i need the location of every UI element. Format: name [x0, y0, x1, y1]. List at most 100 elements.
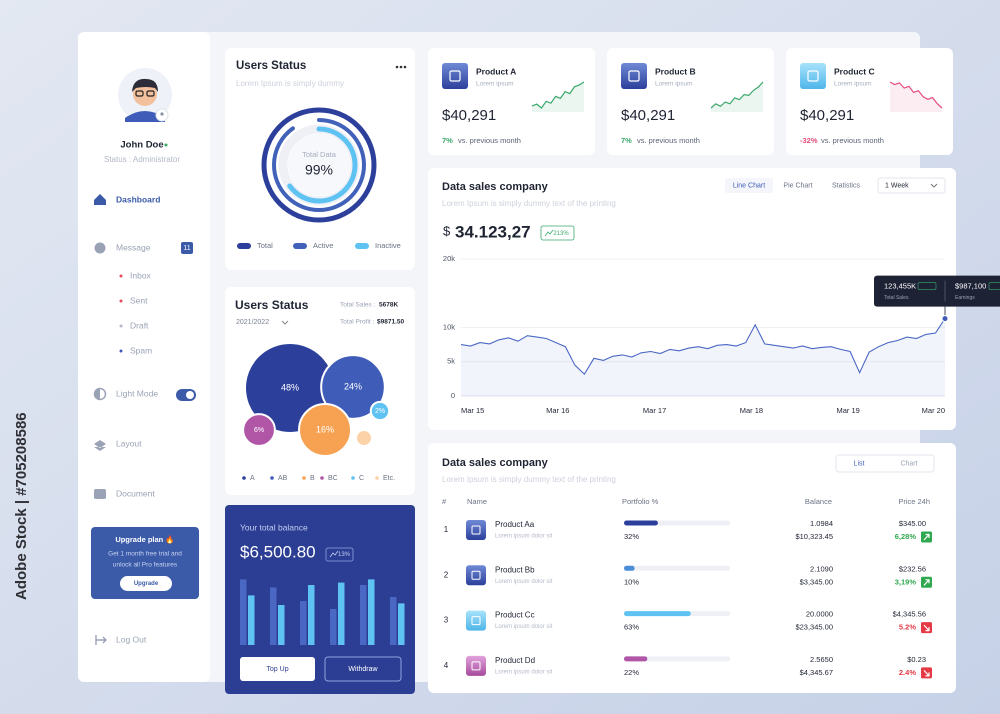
- balance-bar: [300, 601, 307, 645]
- price: $345.00: [899, 519, 926, 528]
- rank: 1: [444, 525, 449, 534]
- y-tick-label: 20k: [443, 254, 455, 263]
- balance-bar: [240, 579, 247, 645]
- product-subtitle: Lorem ipsum: [655, 81, 693, 88]
- balance-bar: [368, 579, 375, 645]
- product-card: [607, 48, 774, 155]
- menu-bullet: [119, 274, 123, 278]
- row-icon-glyph: [471, 570, 481, 580]
- tooltip-chip: [917, 282, 937, 290]
- menu-item[interactable]: Sent: [130, 295, 148, 305]
- withdraw-button[interactable]: [324, 656, 402, 682]
- trend-icon: [544, 229, 554, 237]
- menu-item[interactable]: Dashboard: [116, 194, 160, 204]
- bubble-label: 48%: [281, 382, 299, 392]
- legend-label: C: [359, 475, 364, 482]
- menu-item[interactable]: Message: [116, 242, 151, 252]
- avatar: [118, 68, 172, 122]
- menu-item[interactable]: Document: [116, 488, 155, 498]
- legend-dot: [242, 476, 246, 480]
- row-name: Product Dd: [495, 656, 535, 665]
- ring-arc: [261, 107, 377, 223]
- menu-item[interactable]: Log Out: [116, 634, 147, 644]
- ring-inner-bg: [288, 134, 350, 196]
- legend-dot: [270, 476, 274, 480]
- product-name: Product C: [834, 66, 875, 76]
- trend-arrow: [923, 669, 930, 677]
- product-change: 7%: [442, 136, 453, 145]
- menu-dot[interactable]: [399, 65, 403, 69]
- upgrade-button[interactable]: [120, 576, 172, 591]
- bubble: [298, 403, 352, 457]
- balance-title: Your total balance: [240, 522, 308, 532]
- upgrade-text: Get 1 month free trial and: [108, 551, 182, 558]
- upgrade-button-label: Upgrade: [134, 581, 159, 587]
- sales-amount: 34.123,27: [455, 222, 531, 241]
- row-name: Product Bb: [495, 565, 535, 574]
- bubble-label: 16%: [316, 424, 334, 434]
- bubble: [242, 413, 276, 447]
- upgrade-text: unlock all Pro features: [113, 562, 178, 569]
- amount: 2.5650: [810, 655, 833, 664]
- rank: 2: [444, 570, 449, 579]
- legend-label: Etc.: [383, 475, 395, 482]
- tab[interactable]: Statistics: [832, 182, 861, 189]
- balance-bar: [278, 605, 285, 645]
- balance: $3,345.00: [800, 577, 833, 586]
- sidebar: [78, 32, 210, 682]
- product-icon-glyph: [807, 70, 819, 82]
- badge-count: 11: [183, 245, 190, 252]
- icon-logout: [95, 635, 107, 645]
- menu-dot[interactable]: [403, 65, 407, 69]
- balance-bar: [270, 587, 277, 645]
- menu-item[interactable]: Inbox: [130, 270, 152, 280]
- portfolio-track: [624, 656, 730, 662]
- card-title: Users Status: [236, 60, 306, 72]
- balance-change: 13%: [338, 552, 351, 558]
- icon-light-half: [94, 388, 100, 400]
- stat-value: 5678K: [379, 302, 398, 309]
- watermark: Adobe Stock | #705208586: [13, 412, 30, 600]
- tab[interactable]: Line Chart: [733, 182, 765, 189]
- sparkline-area: [890, 82, 942, 112]
- change: 3,19%: [895, 577, 917, 586]
- balance-bar: [390, 597, 397, 645]
- y-tick-label: 5k: [447, 357, 455, 366]
- product-price: $40,291: [621, 107, 675, 124]
- row-icon: [466, 655, 486, 676]
- menu-item[interactable]: Spam: [130, 345, 152, 355]
- menu-item[interactable]: Layout: [116, 438, 142, 448]
- menu-item[interactable]: Light Mode: [116, 388, 158, 398]
- sales-change: 213%: [553, 231, 569, 237]
- product-change-note: vs. previous month: [821, 136, 884, 145]
- tab[interactable]: Pie Chart: [783, 182, 812, 189]
- topup-button[interactable]: [240, 657, 315, 681]
- balance-bar: [330, 609, 337, 645]
- tab-active[interactable]: [725, 178, 773, 193]
- upgrade-box: [91, 527, 199, 599]
- portfolio-label: 10%: [624, 577, 639, 586]
- x-tick-label: Mar 16: [546, 406, 569, 415]
- legend-label: A: [250, 475, 255, 482]
- tooltip-label: Earnings: [955, 295, 975, 301]
- balance-bar: [308, 585, 315, 645]
- tab[interactable]: List: [854, 460, 865, 467]
- row-icon-glyph: [471, 616, 481, 626]
- row-note: Lorem ipsum dolor sit: [495, 624, 553, 630]
- product-price: $40,291: [442, 107, 496, 124]
- product-change: -32%: [800, 136, 818, 145]
- tab[interactable]: Chart: [900, 460, 917, 467]
- menu-item[interactable]: Draft: [130, 320, 149, 330]
- x-tick-label: Mar 19: [837, 406, 860, 415]
- sparkline: [889, 81, 943, 109]
- menu-dot[interactable]: [395, 65, 399, 69]
- amount: 20.0000: [806, 610, 833, 619]
- product-name: Product B: [655, 66, 696, 76]
- balance: $4,345.67: [800, 668, 833, 677]
- table-tabs: [835, 454, 935, 473]
- row-icon-glyph: [471, 525, 481, 535]
- x-tick-label: Mar 15: [461, 406, 484, 415]
- legend-swatch: [237, 243, 251, 249]
- period-select[interactable]: [877, 177, 946, 194]
